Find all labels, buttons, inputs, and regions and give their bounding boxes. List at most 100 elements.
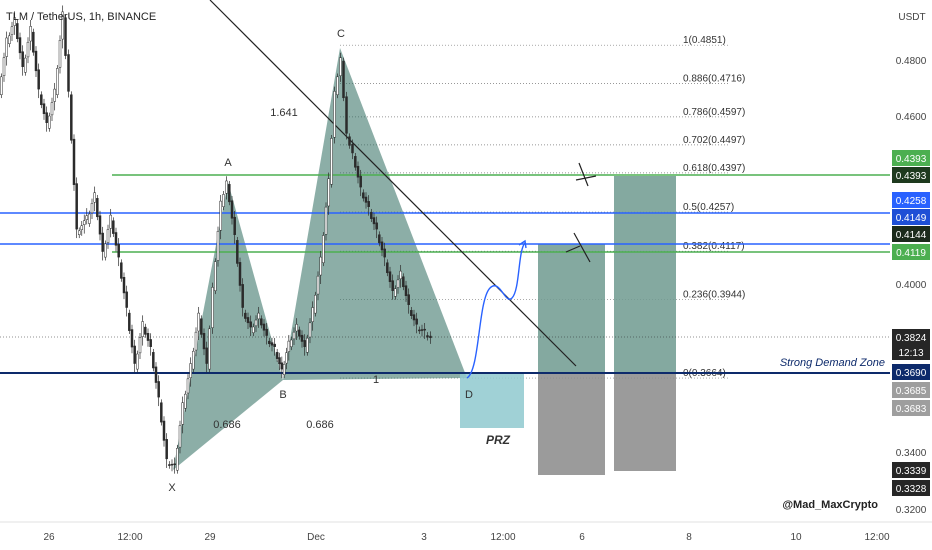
candle [29, 19, 32, 51]
candle [136, 350, 139, 373]
candle [330, 135, 333, 188]
candle [146, 328, 150, 347]
ratio-label-3: 1.641 [270, 107, 298, 119]
candle [0, 73, 3, 99]
candle [170, 459, 174, 472]
candle [197, 306, 200, 340]
price-badge: 12:13 [892, 344, 930, 360]
candle [16, 19, 19, 43]
price-badge: 0.3683 [892, 400, 930, 416]
candle [214, 258, 217, 295]
candle [165, 433, 168, 468]
candle [130, 324, 134, 354]
candle [181, 396, 184, 434]
svg-text:0.4258: 0.4258 [896, 196, 927, 207]
candle [61, 5, 64, 49]
candle [260, 315, 263, 329]
candle [386, 259, 389, 277]
time-tick-label: Dec [307, 532, 325, 543]
fib-label: 0.236(0.3944) [683, 290, 745, 301]
candle [311, 301, 314, 331]
candle [359, 169, 362, 197]
candle [228, 180, 231, 206]
price-tick-label: 0.4000 [896, 280, 927, 291]
candle [141, 315, 144, 346]
candle [238, 257, 242, 292]
candle [316, 271, 320, 301]
candle [244, 309, 247, 322]
point-label-x: X [168, 482, 176, 494]
candle [219, 194, 222, 240]
candle [372, 212, 376, 231]
candle [34, 46, 38, 77]
time-axis-bg[interactable] [0, 522, 932, 550]
candle [412, 309, 416, 327]
price-badge: 0.3824 [892, 329, 930, 345]
candle [282, 360, 286, 379]
candle [48, 112, 51, 132]
candle [80, 221, 83, 236]
candle [262, 319, 266, 337]
candle [186, 374, 190, 400]
fib-label: 0.786(0.4597) [683, 107, 745, 118]
candle [342, 57, 345, 102]
candle [21, 45, 24, 76]
time-tick-label: 26 [43, 532, 55, 543]
svg-text:0.3328: 0.3328 [896, 484, 927, 495]
price-badge: 0.3690 [892, 364, 930, 380]
candle [184, 390, 187, 412]
cross-mark-1 [565, 232, 591, 263]
svg-text:0.4144: 0.4144 [896, 230, 927, 241]
watermark: @Mad_MaxCrypto [782, 499, 878, 511]
time-tick-label: 12:00 [490, 532, 515, 543]
price-axis-bg[interactable] [890, 0, 932, 522]
candle [10, 21, 14, 42]
time-tick-label: 10 [790, 532, 802, 543]
candle [290, 336, 293, 351]
candle [295, 318, 298, 340]
candle [106, 224, 110, 249]
candle [42, 98, 46, 120]
candle [93, 186, 96, 212]
trendline[interactable] [209, 0, 577, 367]
fib-label: 0.702(0.4497) [683, 135, 745, 146]
svg-text:0.3339: 0.3339 [896, 466, 927, 477]
candle [225, 176, 228, 200]
price-tick-label: 0.4600 [896, 112, 927, 123]
candle [278, 352, 281, 371]
candle [125, 285, 128, 317]
candle [2, 52, 6, 82]
candle [367, 195, 370, 216]
candle [249, 315, 252, 337]
price-badge: 0.4393 [892, 167, 930, 183]
candle [104, 240, 107, 261]
candle [8, 32, 11, 48]
svg-text:0.3685: 0.3685 [896, 386, 927, 397]
candle [122, 272, 126, 300]
pattern-triangle-xab [173, 182, 283, 470]
candle [233, 211, 236, 244]
point-label-b: B [279, 389, 286, 401]
candle [176, 444, 179, 474]
price-badge: 0.4119 [892, 244, 930, 260]
candle [50, 97, 54, 122]
candle [319, 250, 322, 284]
candle [200, 315, 203, 338]
candle [383, 242, 386, 267]
candle [418, 326, 421, 335]
candle [280, 356, 284, 379]
candle [85, 208, 88, 225]
candle [306, 334, 309, 356]
candle [160, 399, 163, 426]
candle [152, 348, 155, 372]
fib-label: 0.886(0.4716) [683, 74, 745, 85]
candle [90, 198, 94, 220]
price-badge: 0.4258 [892, 192, 930, 208]
candle [327, 172, 330, 215]
candle [275, 348, 279, 363]
candle [109, 208, 112, 238]
prz-box [460, 374, 524, 428]
candle [314, 291, 317, 317]
prz-label: PRZ [486, 433, 511, 447]
